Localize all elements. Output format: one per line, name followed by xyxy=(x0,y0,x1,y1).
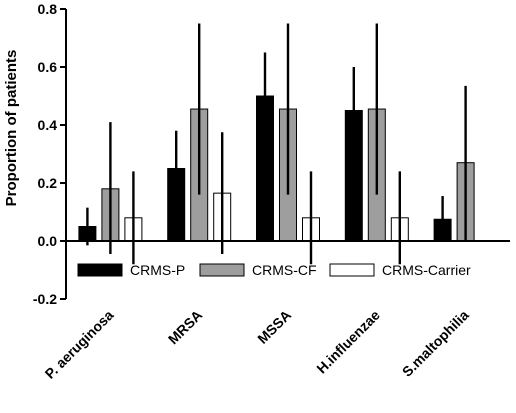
y-axis-title: Proportion of patients xyxy=(3,50,20,207)
legend-swatch xyxy=(199,263,245,277)
y-tick-label: 0.8 xyxy=(38,1,58,17)
legend-swatch xyxy=(77,263,123,277)
y-tick-label: 0.4 xyxy=(38,117,58,133)
legend-swatch xyxy=(329,263,375,277)
legend: CRMS-P CRMS-CF CRMS-Carrier xyxy=(77,262,471,278)
x-category-label: H.influenzae xyxy=(313,307,383,377)
x-category-label: MRSA xyxy=(165,307,205,347)
y-tick-label: -0.2 xyxy=(33,291,57,307)
x-axis-category-labels: P. aeruginosa MRSA MSSA H.influenzae S.malto… xyxy=(42,307,472,382)
y-tick-label: 0.6 xyxy=(38,59,58,75)
x-category-label: MSSA xyxy=(254,307,294,347)
y-tick-label: 0.0 xyxy=(38,233,58,249)
legend-label: CRMS-CF xyxy=(252,262,317,278)
y-axis-ticks: -0.2 0.0 0.2 0.4 0.6 0.8 xyxy=(33,1,66,307)
legend-label: CRMS-P xyxy=(130,262,185,278)
error-bars xyxy=(86,23,467,265)
x-category-label: S.maltophilia xyxy=(399,307,472,380)
x-category-label: P. aeruginosa xyxy=(42,307,117,382)
y-tick-label: 0.2 xyxy=(38,175,58,191)
legend-label: CRMS-Carrier xyxy=(382,262,471,278)
bar-groups xyxy=(78,95,475,242)
